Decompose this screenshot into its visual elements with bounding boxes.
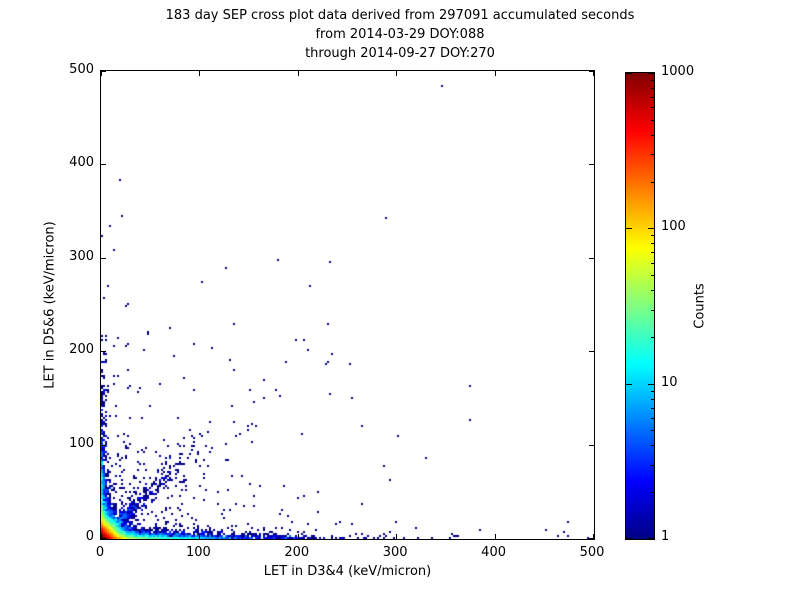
tick-mark [651,263,654,264]
scatter-canvas [101,71,594,539]
tick-mark [651,337,654,338]
title-line-1: 183 day SEP cross plot data derived from… [165,8,635,23]
tick-mark [589,71,594,72]
tick-mark [651,275,654,276]
tick-mark [651,399,654,400]
tick-mark [651,408,654,409]
tick-mark [396,71,397,76]
tick-mark [651,97,654,98]
tick-mark [651,182,654,183]
tick-mark [495,534,496,539]
tick-mark [101,71,106,72]
tick-mark [589,258,594,259]
title-line-3: through 2014-09-27 DOY:270 [305,46,495,61]
y-tick-label: 300 [69,248,94,264]
title-line-2: from 2014-03-29 DOY:088 [315,27,485,42]
tick-mark [651,418,654,419]
tick-mark [101,71,102,76]
tick-mark [199,71,200,76]
x-axis-label: LET in D3&4 (keV/micron) [263,564,432,579]
tick-mark [626,384,632,385]
x-tick-label: 400 [481,545,506,560]
tick-mark [101,445,106,446]
colorbar-tick-label: 1000 [661,64,695,79]
tick-mark [589,164,594,165]
tick-mark [651,107,654,108]
tick-mark [648,384,654,385]
y-tick-label: 500 [69,62,94,77]
tick-mark [101,258,106,259]
tick-mark [101,534,102,539]
x-tick-label: 200 [284,545,310,560]
tick-mark [651,430,654,431]
y-tick-label: 0 [85,529,94,544]
tick-mark [651,465,654,466]
tick-mark [626,73,632,74]
tick-mark [101,538,106,539]
tick-mark [589,538,594,539]
tick-mark [651,154,654,155]
tick-mark [651,120,654,121]
colorbar-tick-label: 1 [661,529,670,544]
tick-mark [593,534,594,539]
tick-mark [593,71,594,76]
plot-area [100,70,595,540]
y-tick-label: 400 [69,155,94,171]
tick-mark [651,492,654,493]
tick-mark [495,71,496,76]
colorbar-tick-label: 10 [661,375,678,390]
tick-mark [651,290,654,291]
tick-mark [396,534,397,539]
tick-mark [651,80,654,81]
tick-mark [626,228,632,229]
tick-mark [298,534,299,539]
tick-mark [626,538,632,539]
colorbar-gradient [626,73,654,539]
x-tick-label: 500 [579,545,605,560]
x-tick-label: 0 [95,545,105,560]
tick-mark [589,351,594,352]
tick-mark [101,351,106,352]
tick-mark [651,135,654,136]
tick-mark [651,243,654,244]
tick-mark [199,534,200,539]
y-tick-label: 200 [69,342,94,358]
chart-title: 183 day SEP cross plot data derived from… [0,6,800,63]
y-axis-label: LET in D5&6 (keV/micron) [42,221,58,389]
tick-mark [648,538,654,539]
tick-mark [101,164,106,165]
x-tick-label: 100 [185,545,211,560]
tick-mark [648,228,654,229]
tick-mark [651,235,654,236]
tick-mark [651,252,654,253]
tick-mark [651,88,654,89]
tick-mark [651,391,654,392]
tick-mark [589,445,594,446]
tick-mark [651,310,654,311]
colorbar [625,72,655,540]
y-tick-label: 100 [69,435,94,451]
tick-mark [651,445,654,446]
x-tick-label: 300 [382,545,408,560]
colorbar-label: Counts [692,283,708,329]
tick-mark [648,73,654,74]
colorbar-tick-label: 100 [661,219,686,234]
tick-mark [298,71,299,76]
